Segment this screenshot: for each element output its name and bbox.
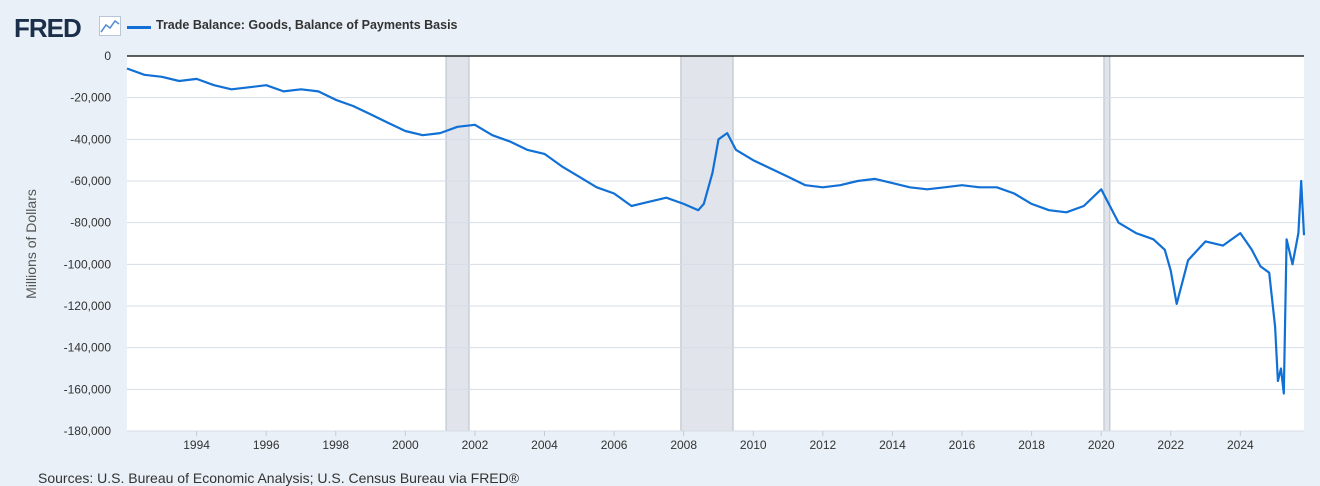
x-tick-label: 2016 bbox=[949, 438, 976, 452]
recession-band-1 bbox=[445, 55, 470, 432]
x-tick-label: 2012 bbox=[809, 438, 836, 452]
y-tick-label: -60,000 bbox=[70, 174, 111, 188]
x-tick-label: 2008 bbox=[670, 438, 697, 452]
y-tick-label: -100,000 bbox=[64, 257, 112, 271]
recession-band-3 bbox=[1103, 55, 1111, 432]
y-axis-label: Millions of Dollars bbox=[23, 189, 39, 299]
y-tick-label: -160,000 bbox=[64, 382, 112, 396]
y-tick-label: -80,000 bbox=[70, 216, 111, 230]
recession-bands bbox=[127, 55, 1304, 432]
y-tick-label: -20,000 bbox=[70, 91, 111, 105]
x-tick-label: 2024 bbox=[1227, 438, 1254, 452]
y-tick-label: -120,000 bbox=[64, 299, 112, 313]
legend-swatch bbox=[127, 26, 151, 29]
y-tick-labels: 0 -20,000 -40,000 -60,000 -80,000 -100,000 -12… bbox=[64, 49, 112, 438]
x-tick-label: 2022 bbox=[1157, 438, 1184, 452]
grid-lines bbox=[127, 55, 1304, 432]
x-tick-label: 2006 bbox=[601, 438, 628, 452]
series-lines bbox=[126, 67, 1306, 395]
x-tick-label: 1994 bbox=[183, 438, 210, 452]
x-tick-label: 2010 bbox=[740, 438, 767, 452]
recession-band-2 bbox=[680, 55, 734, 432]
x-tick-label: 2014 bbox=[879, 438, 906, 452]
y-tick-label: -180,000 bbox=[64, 424, 112, 438]
line-chart-icon bbox=[99, 16, 121, 36]
fred-logo[interactable]: FRED bbox=[14, 13, 82, 43]
source-note: Sources: U.S. Bureau of Economic Analysi… bbox=[38, 470, 520, 486]
x-tick-label: 2004 bbox=[531, 438, 558, 452]
y-tick-label: -40,000 bbox=[70, 132, 111, 146]
x-tick-label: 2000 bbox=[392, 438, 419, 452]
x-tick-label: 2018 bbox=[1018, 438, 1045, 452]
x-tick-label: 1998 bbox=[322, 438, 349, 452]
x-tick-label: 1996 bbox=[253, 438, 280, 452]
y-tick-label: -140,000 bbox=[64, 341, 112, 355]
x-tick-label: 2002 bbox=[462, 438, 489, 452]
series-line-1 bbox=[126, 67, 1306, 395]
y-tick-label: 0 bbox=[104, 49, 111, 63]
legend-series-label: Trade Balance: Goods, Balance of Payment… bbox=[156, 18, 458, 32]
x-tick-label: 2020 bbox=[1088, 438, 1115, 452]
x-tick-labels: 1994 1996 1998 2000 2002 2004 2006 2008 2010 2012… bbox=[183, 431, 1254, 452]
